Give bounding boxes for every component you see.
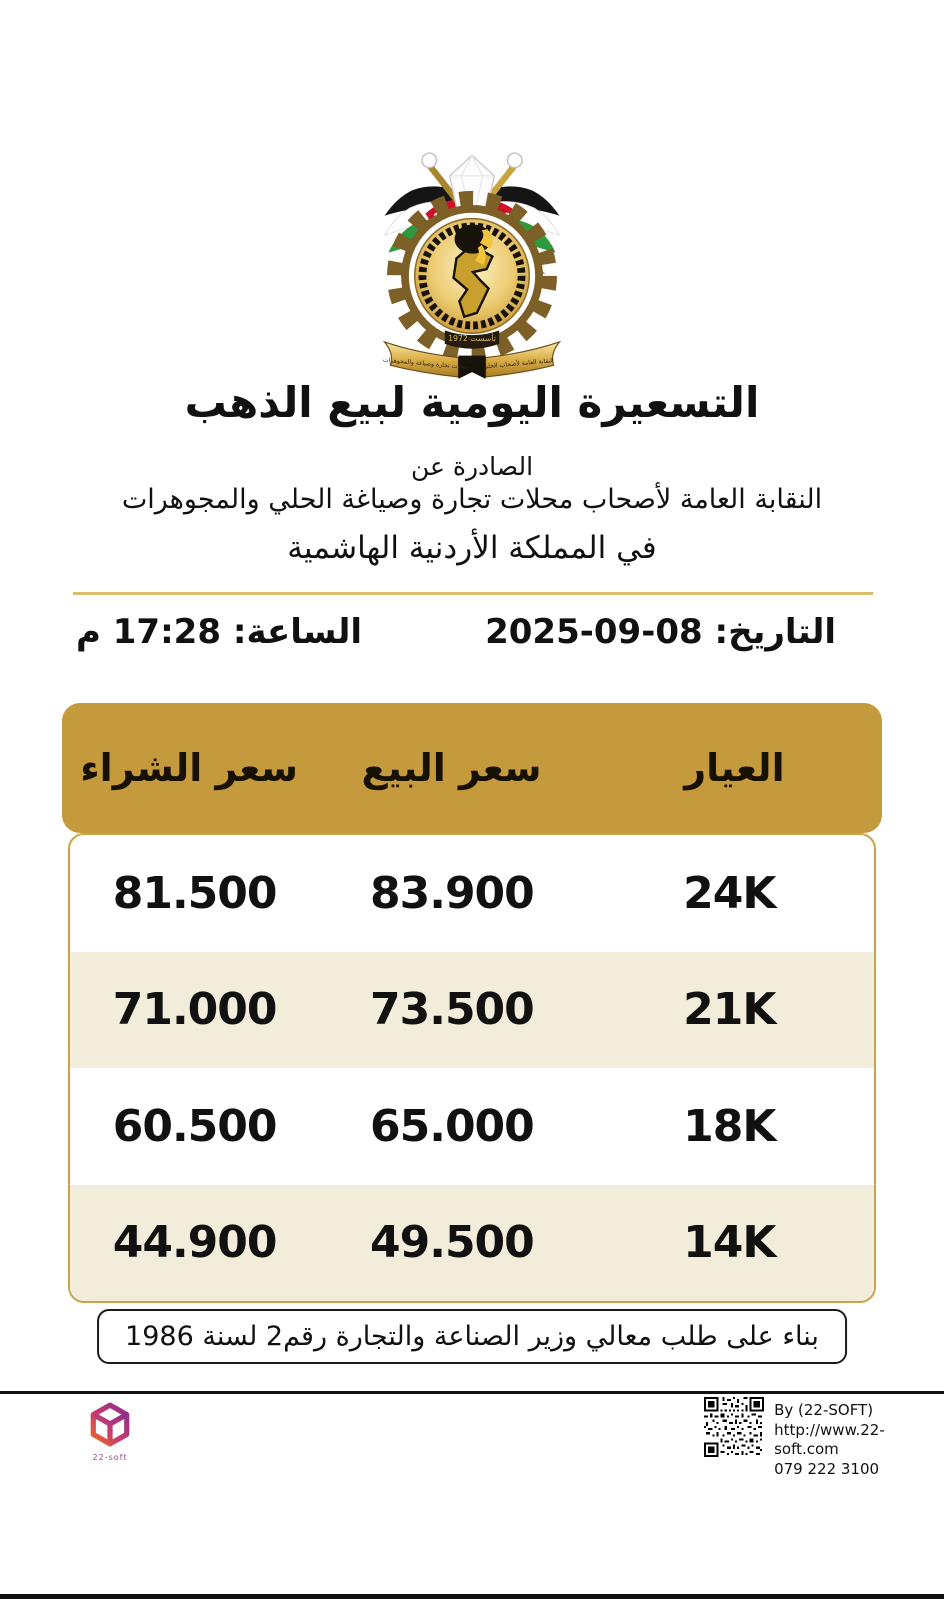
buy-price-cell: 60.500 [112, 1100, 278, 1152]
ribbon-banner: محلات تجارة وصياغة والمجوهرات النقابة ال… [383, 340, 562, 379]
credit-url: http://www.22-soft.com [774, 1420, 885, 1459]
syndicate-logo: تأسست 1972 محلات تجارة وصياغة والمجوهرات… [336, 130, 608, 383]
sell-price-cell: 73.500 [370, 984, 535, 1036]
company-logo-caption: 22-soft [92, 1453, 128, 1462]
footer-credits: By (22-SOFT) http://www.22-soft.com 079 … [704, 1396, 944, 1479]
country-name: في المملكة الأردنية الهاشمية [287, 530, 657, 566]
table-row-24k: 24K 83.900 81.500 [70, 835, 874, 952]
syndicate-emblem-graphic: تأسست 1972 محلات تجارة وصياغة والمجوهرات… [383, 152, 562, 379]
karat-cell: 18K [683, 1100, 776, 1152]
date-text: التاريخ: 08-09-2025 [485, 612, 836, 652]
column-header-sell-price: سعر البيع [361, 746, 542, 790]
sell-price-cell: 65.000 [370, 1100, 535, 1152]
table-row-21k: 21K 73.500 71.000 [70, 951, 874, 1068]
footer-divider-line [0, 1391, 944, 1394]
cube-logo-icon [90, 1402, 130, 1447]
bottom-border-line [0, 1594, 944, 1599]
qr-code [704, 1396, 765, 1458]
sell-price-cell: 49.500 [370, 1217, 535, 1269]
table-row-18k: 18K 65.000 60.500 [70, 1068, 874, 1185]
company-logo: 22-soft [80, 1402, 140, 1462]
credit-brand: By (22-SOFT) [774, 1401, 874, 1419]
issued-by-text: الصادرة عن [410, 452, 534, 481]
est-year-text: تأسست 1972 [448, 333, 496, 343]
ministry-note: بناء على طلب معالي وزير الصناعة والتجارة… [97, 1309, 847, 1364]
est-band [444, 330, 500, 349]
time-label: الساعة: [232, 612, 363, 652]
date-label: التاريخ: [714, 612, 836, 652]
karat-cell: 21K [683, 984, 776, 1036]
karat-cell: 14K [683, 1217, 776, 1269]
sell-price-cell: 83.900 [370, 867, 535, 919]
column-header-buy-price: سعر الشراء [80, 746, 298, 790]
syndicate-name: النقابة العامة لأصحاب محلات تجارة وصياغة… [121, 484, 823, 515]
time-value: 17:28 م [76, 612, 221, 652]
buy-price-cell: 81.500 [112, 867, 278, 919]
time-text: الساعة: 17:28 م [76, 612, 362, 652]
credit-phone: 079 222 3100 [774, 1459, 880, 1478]
date-time-row: التاريخ: 08-09-2025 الساعة: 17:28 م [76, 612, 836, 652]
column-header-karat: العيار [684, 746, 785, 790]
page-title: التسعيرة اليومية لبيع الذهب [184, 378, 760, 427]
date-value: 08-09-2025 [485, 612, 703, 652]
gold-divider-line [73, 592, 873, 595]
crucible-icon [454, 224, 493, 266]
table-row-14k: 14K 49.500 44.900 [70, 1184, 874, 1301]
karat-cell: 24K [683, 867, 776, 919]
price-table-header: العيار سعر البيع سعر الشراء [62, 703, 882, 833]
buy-price-cell: 71.000 [112, 984, 278, 1036]
price-table-body: 24K 83.900 81.500 21K 73.500 71.000 18K … [68, 833, 876, 1303]
buy-price-cell: 44.900 [112, 1217, 278, 1269]
